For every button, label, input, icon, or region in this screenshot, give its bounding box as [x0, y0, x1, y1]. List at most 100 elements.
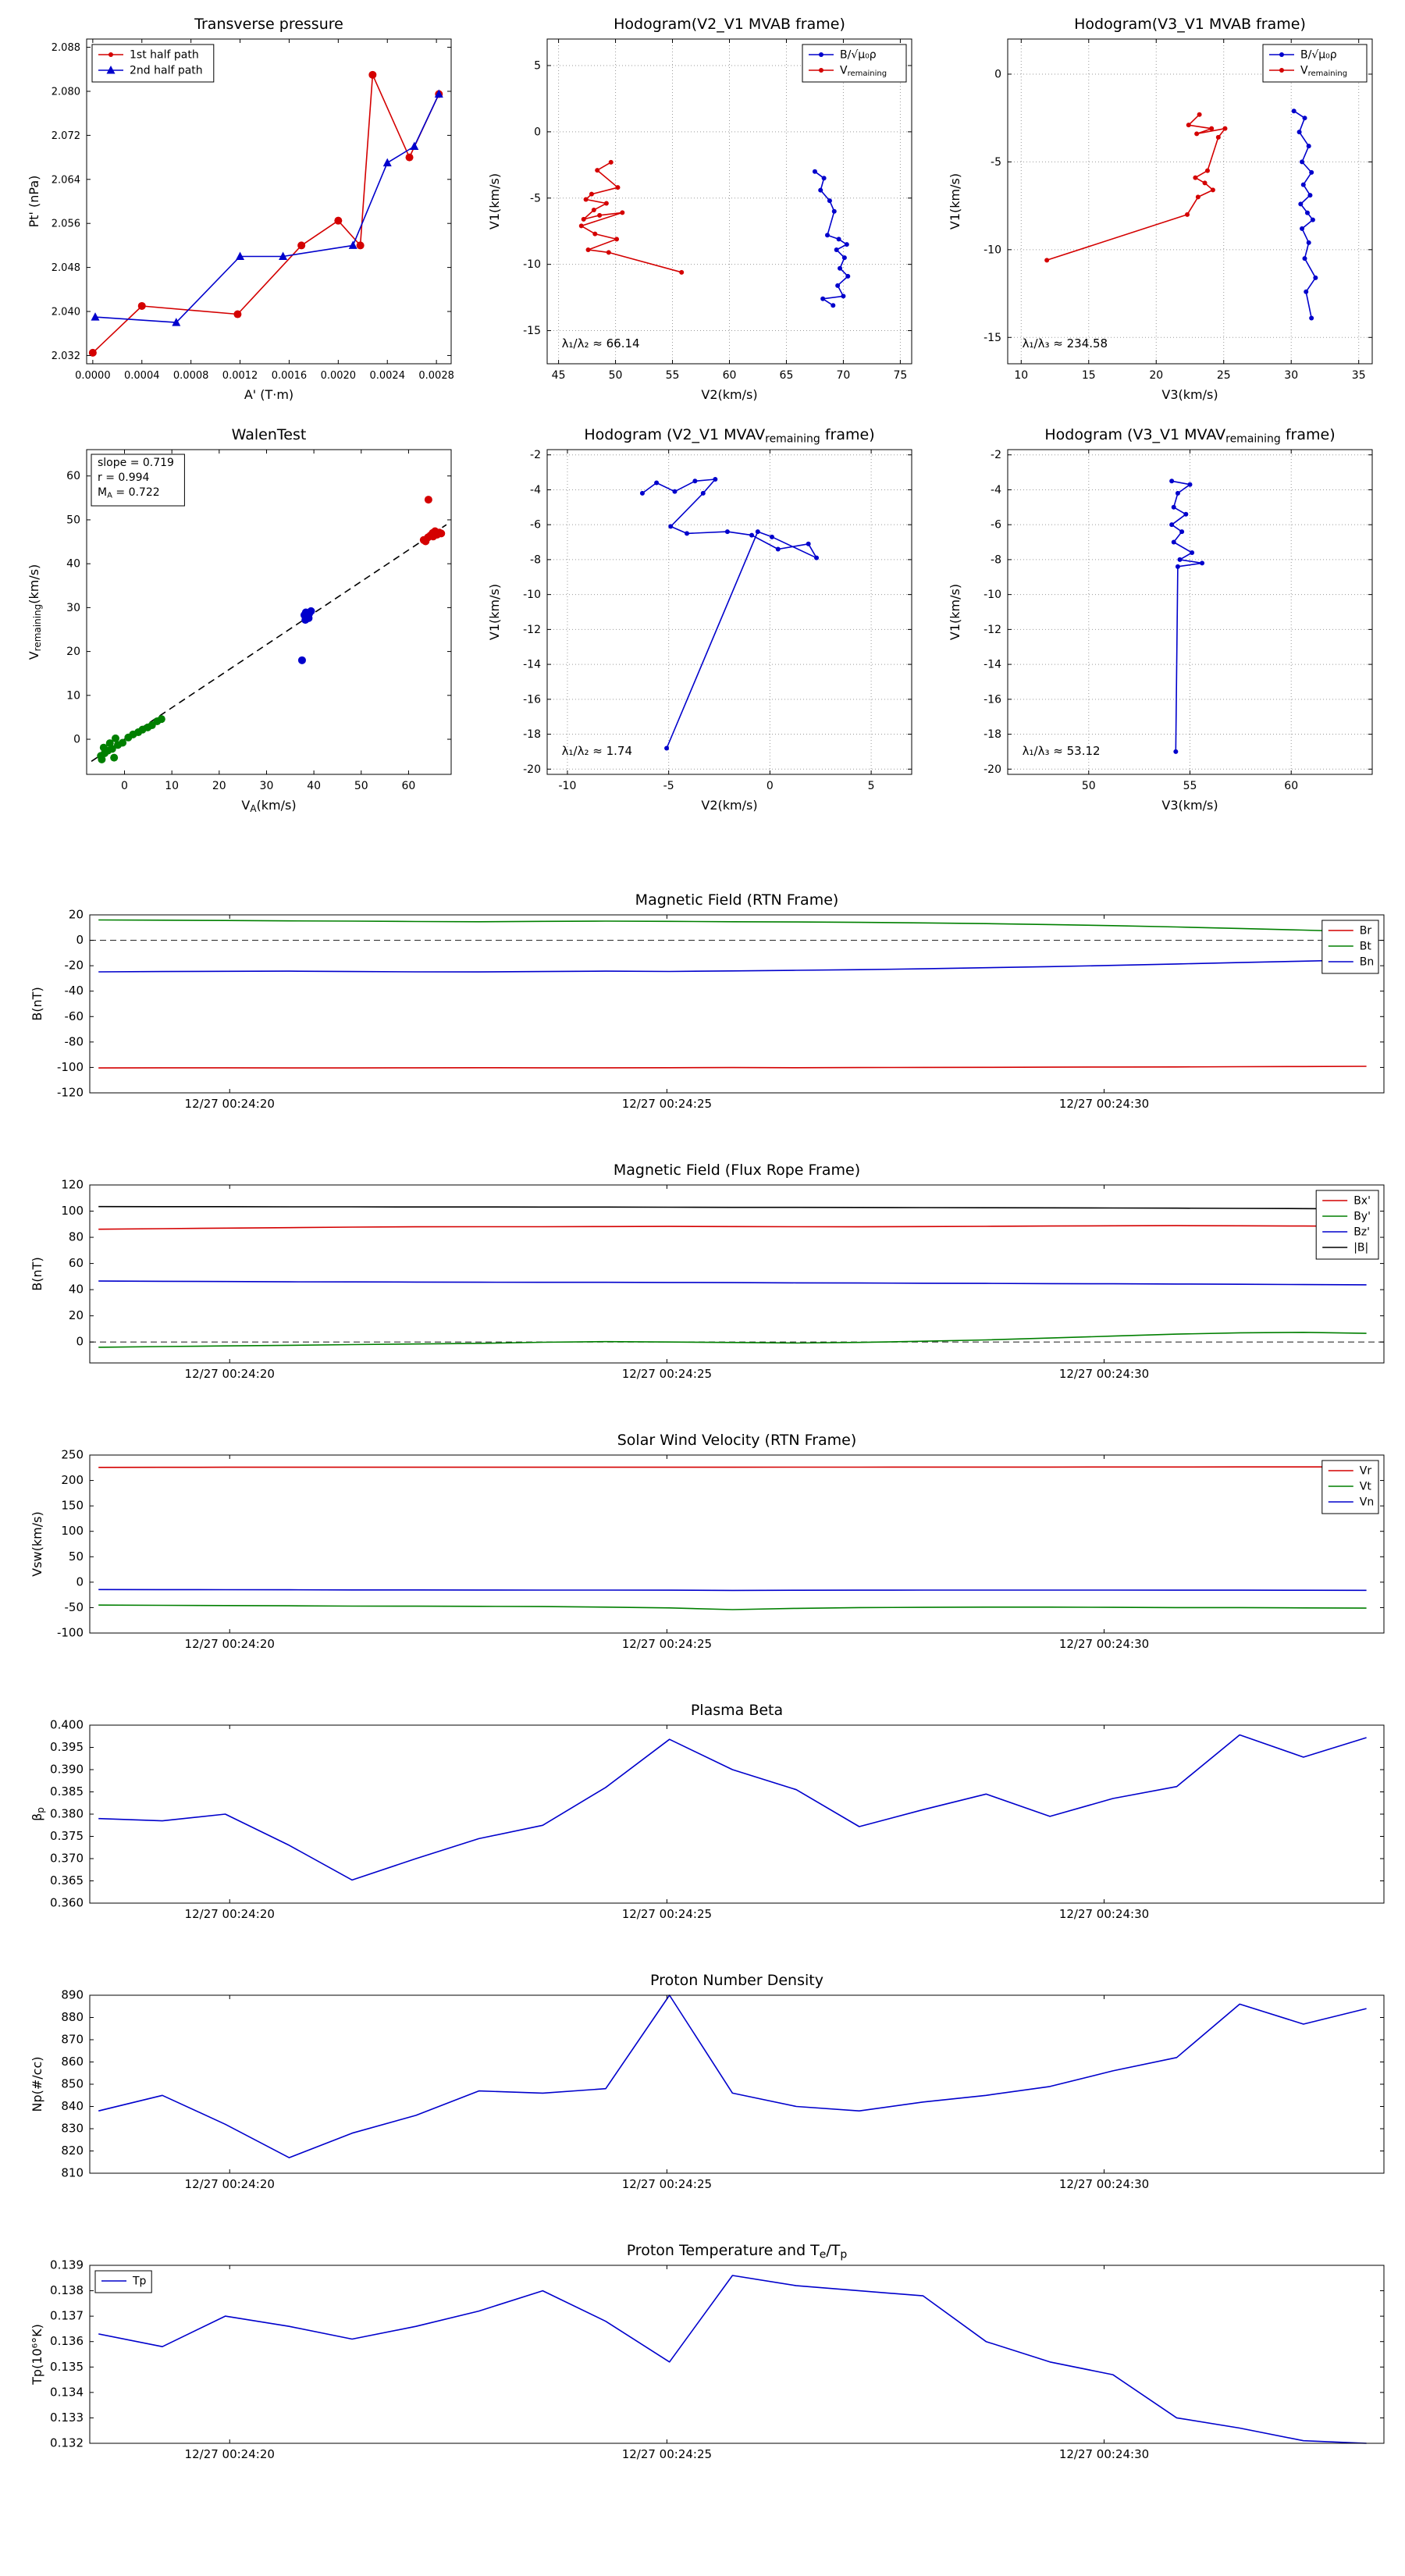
top-chart-row-1: 0.0000 0.0004 0.0008 0.0012 0.0016 0.0020 0.00… [0, 9, 1405, 412]
svg-text:-10: -10 [984, 589, 1001, 601]
svg-text:12/27 00:24:30: 12/27 00:24:30 [1059, 2177, 1149, 2191]
svg-text:880: 880 [61, 2010, 84, 2024]
svg-text:0.137: 0.137 [50, 2309, 84, 2323]
svg-text:Proton Temperature and Te/Tp: Proton Temperature and Te/Tp [627, 2242, 848, 2261]
svg-text:0.390: 0.390 [50, 1763, 84, 1777]
svg-text:2.032: 2.032 [52, 350, 80, 362]
svg-text:-15: -15 [523, 325, 541, 337]
svg-text:-10: -10 [523, 258, 541, 271]
svg-text:840: 840 [61, 2099, 84, 2113]
svg-text:15: 15 [1082, 369, 1096, 382]
svg-text:12/27 00:24:20: 12/27 00:24:20 [185, 1097, 275, 1111]
magnetic-field-rtn-svg: 12/27 00:24:20 12/27 00:24:25 12/27 00:24:… [30, 891, 1385, 1111]
svg-text:Hodogram (V2_V1 MVAVremaining: Hodogram (V2_V1 MVAVremaining frame) [584, 426, 874, 445]
svg-text:slope = 0.719: slope = 0.719 [98, 457, 174, 469]
chart-hodogram-v3v1-mvab: 10 15 20 25 30 35 0 -5 -10 -15 Hodogram(V3_V1 MVAB… [941, 9, 1385, 412]
svg-text:12/27 00:24:30: 12/27 00:24:30 [1059, 1097, 1149, 1111]
svg-text:12/27 00:24:20: 12/27 00:24:20 [185, 1637, 275, 1651]
svg-text:VA(km/s): VA(km/s) [241, 798, 296, 814]
svg-text:12/27 00:24:30: 12/27 00:24:30 [1059, 1367, 1149, 1381]
chart-walen-test: 0 10 20 30 40 50 60 0 10 20 30 40 50 60 WalenTest VA(km… [20, 420, 464, 823]
svg-text:0.132: 0.132 [50, 2436, 84, 2450]
svg-text:60: 60 [723, 369, 737, 382]
svg-text:0.360: 0.360 [50, 1896, 84, 1910]
svg-text:2.072: 2.072 [52, 130, 80, 142]
svg-text:20: 20 [69, 1308, 84, 1322]
svg-text:V1(km/s): V1(km/s) [487, 173, 502, 229]
svg-text:Vt: Vt [1360, 1481, 1372, 1493]
svg-text:2.040: 2.040 [52, 307, 80, 318]
svg-text:-20: -20 [523, 763, 541, 776]
svg-text:-18: -18 [523, 728, 541, 741]
svg-text:65: 65 [780, 369, 794, 382]
svg-text:50: 50 [66, 514, 80, 526]
svg-text:0.0020: 0.0020 [321, 370, 357, 382]
svg-text:Magnetic Field (Flux Rope Fram: Magnetic Field (Flux Rope Frame) [614, 1162, 860, 1179]
svg-text:10: 10 [1014, 369, 1028, 382]
chart-hodogram-v2v1-mvav: -10 -5 0 5 -2 -4 -6 -8 -10 -12 -14 -16 -18 -20 Hodogra… [481, 420, 924, 823]
svg-text:Br: Br [1360, 925, 1372, 938]
svg-text:-10: -10 [559, 780, 577, 792]
svg-text:-2: -2 [991, 449, 1001, 461]
svg-text:-20: -20 [65, 959, 84, 973]
svg-text:30: 30 [1284, 369, 1298, 382]
svg-text:45: 45 [552, 369, 566, 382]
walen-test-svg: 0 10 20 30 40 50 60 0 10 20 30 40 50 60 WalenTest VA(km… [27, 426, 452, 814]
svg-text:10: 10 [66, 689, 80, 702]
svg-text:2nd half path: 2nd half path [130, 65, 203, 77]
svg-text:20: 20 [66, 646, 80, 658]
svg-text:0.136: 0.136 [50, 2334, 84, 2348]
svg-text:12/27 00:24:30: 12/27 00:24:30 [1059, 1907, 1149, 1921]
svg-text:0.395: 0.395 [50, 1740, 84, 1754]
svg-text:Vr: Vr [1360, 1465, 1372, 1478]
svg-text:12/27 00:24:20: 12/27 00:24:20 [185, 2177, 275, 2191]
svg-text:20: 20 [212, 780, 226, 792]
svg-text:60: 60 [402, 780, 416, 792]
svg-text:βp: βp [30, 1807, 46, 1821]
svg-text:V3(km/s): V3(km/s) [1161, 387, 1218, 402]
hodogram-v3v1-mvav-svg: 50 55 60 -2 -4 -6 -8 -10 -12 -14 -16 -18 -20 Hodogram… [948, 426, 1373, 813]
solar-wind-velocity-svg: 12/27 00:24:20 12/27 00:24:25 12/27 00:24:… [30, 1432, 1385, 1651]
svg-text:5: 5 [534, 59, 541, 72]
hodogram-v3v1-mvab-svg: 10 15 20 25 30 35 0 -5 -10 -15 Hodogram(V3_V1 MVAB… [948, 16, 1373, 402]
svg-text:-6: -6 [991, 519, 1001, 532]
svg-text:860: 860 [61, 2055, 84, 2069]
svg-text:870: 870 [61, 2033, 84, 2047]
svg-text:0.138: 0.138 [50, 2283, 84, 2297]
svg-text:0.0004: 0.0004 [124, 370, 160, 382]
figure-root: 0.0000 0.0004 0.0008 0.0012 0.0016 0.0020 0.00… [0, 9, 1405, 2461]
svg-text:0: 0 [767, 780, 774, 792]
svg-text:-16: -16 [984, 693, 1001, 706]
svg-text:-15: -15 [984, 332, 1001, 344]
proton-number-density-svg: 12/27 00:24:20 12/27 00:24:25 12/27 00:24:… [30, 1972, 1385, 2191]
svg-text:MA = 0.722: MA = 0.722 [98, 486, 160, 500]
svg-text:-80: -80 [65, 1034, 84, 1048]
svg-text:Hodogram(V3_V1 MVAB frame): Hodogram(V3_V1 MVAB frame) [1074, 16, 1306, 33]
svg-text:12/27 00:24:30: 12/27 00:24:30 [1059, 1637, 1149, 1651]
svg-text:0.0000: 0.0000 [75, 370, 111, 382]
svg-text:0.0008: 0.0008 [173, 370, 209, 382]
svg-text:-2: -2 [530, 449, 541, 461]
svg-text:V2(km/s): V2(km/s) [701, 387, 757, 402]
svg-text:0.134: 0.134 [50, 2385, 84, 2399]
svg-text:0: 0 [76, 1335, 84, 1349]
svg-text:WalenTest: WalenTest [232, 426, 307, 443]
svg-text:12/27 00:24:25: 12/27 00:24:25 [622, 1097, 712, 1111]
svg-text:0.0028: 0.0028 [418, 370, 454, 382]
svg-text:120: 120 [61, 1178, 84, 1192]
svg-text:250: 250 [61, 1448, 84, 1462]
svg-text:0: 0 [76, 1574, 84, 1589]
svg-text:12/27 00:24:25: 12/27 00:24:25 [622, 1367, 712, 1381]
svg-text:Vn: Vn [1360, 1496, 1374, 1509]
svg-text:Vsw(km/s): Vsw(km/s) [30, 1511, 44, 1576]
chart-magnetic-field-rtn: 12/27 00:24:20 12/27 00:24:25 12/27 00:24:… [4, 884, 1401, 1132]
proton-temperature-svg: 12/27 00:24:20 12/27 00:24:25 12/27 00:24:… [30, 2242, 1385, 2461]
svg-text:2.048: 2.048 [52, 262, 80, 274]
svg-text:Vremaining: Vremaining [840, 65, 887, 79]
svg-text:-5: -5 [663, 780, 674, 792]
svg-text:-50: -50 [65, 1600, 84, 1614]
svg-text:-10: -10 [523, 589, 541, 601]
svg-text:0: 0 [121, 780, 128, 792]
svg-text:B/√μ₀ρ: B/√μ₀ρ [840, 49, 877, 62]
svg-text:Bt: Bt [1360, 941, 1372, 953]
